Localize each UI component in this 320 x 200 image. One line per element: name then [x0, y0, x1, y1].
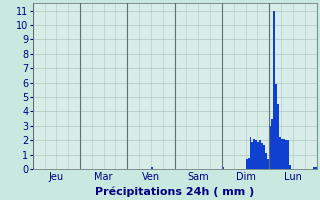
Bar	[257, 142, 260, 169]
Bar	[283, 139, 285, 169]
Bar	[275, 84, 277, 169]
Bar	[315, 167, 316, 169]
Bar	[261, 143, 263, 169]
Bar	[313, 167, 315, 169]
Bar	[222, 167, 224, 169]
Bar	[277, 104, 279, 169]
Bar	[287, 140, 289, 169]
Bar	[273, 11, 275, 169]
Bar	[248, 158, 250, 169]
Bar	[279, 137, 281, 169]
Bar	[151, 167, 153, 169]
Bar	[253, 139, 255, 169]
Bar	[281, 139, 283, 169]
Bar	[269, 126, 271, 169]
Bar	[289, 165, 291, 169]
Bar	[271, 119, 273, 169]
Bar	[265, 153, 267, 169]
Bar	[252, 142, 253, 169]
Bar	[260, 140, 261, 169]
Bar	[245, 159, 248, 169]
Bar	[255, 140, 257, 169]
Bar	[267, 159, 269, 169]
X-axis label: Précipitations 24h ( mm ): Précipitations 24h ( mm )	[95, 186, 254, 197]
Bar	[263, 145, 265, 169]
Bar	[285, 140, 287, 169]
Bar	[250, 137, 252, 169]
